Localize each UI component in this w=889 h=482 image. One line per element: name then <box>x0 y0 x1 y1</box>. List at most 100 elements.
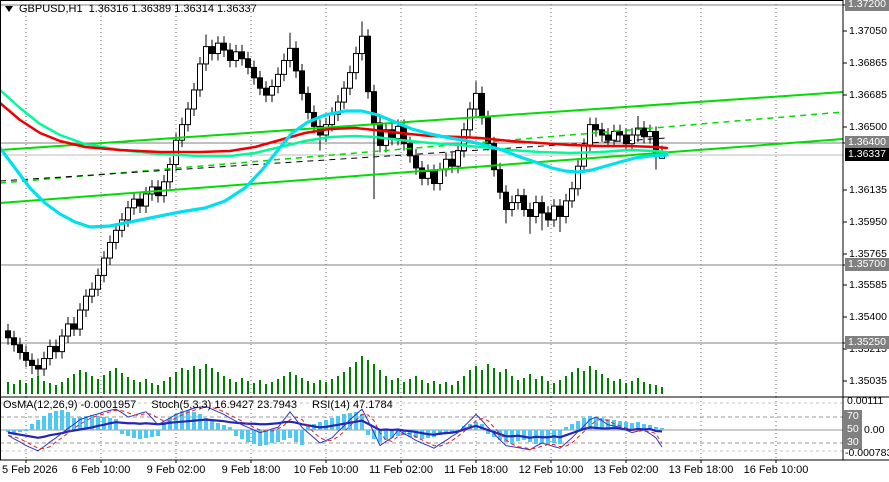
indicator-level-badge: 30 <box>844 436 862 449</box>
price-tick-label: 1.35035 <box>849 375 887 387</box>
time-axis-label[interactable]: 9 Feb 18:00 <box>221 464 281 476</box>
candle-body <box>89 288 95 297</box>
osma-bar <box>180 411 184 430</box>
time-axis-label[interactable]: 10 Feb 10:00 <box>293 464 359 476</box>
candle-body <box>365 35 371 93</box>
time-axis-label[interactable]: 13 Feb 02:00 <box>593 464 659 476</box>
ma-cyan-line <box>0 109 669 229</box>
time-axis-label[interactable]: 9 Feb 02:00 <box>146 464 206 476</box>
osma-bar <box>324 420 328 430</box>
candle-body <box>179 124 185 141</box>
rsi-label: RSI(14) 47.1784 <box>312 399 393 411</box>
time-axis-label[interactable]: 13 Feb 18:00 <box>668 464 734 476</box>
candle-body <box>77 309 83 330</box>
osma-bar <box>306 426 310 430</box>
candle-body <box>641 127 647 138</box>
candle-body <box>449 158 455 167</box>
osma-bar <box>144 430 148 438</box>
osma-bar <box>348 413 352 430</box>
candle-body <box>377 122 383 146</box>
candle-body <box>209 46 215 55</box>
price-tick-label: 1.36500 <box>849 121 887 133</box>
osma-bar <box>120 430 124 434</box>
price-tick-label: 1.36135 <box>849 184 887 196</box>
osma-bar <box>252 430 256 444</box>
osma-bar <box>444 430 448 434</box>
osma-bar <box>246 430 250 442</box>
candle-body <box>239 51 245 60</box>
candle-body <box>203 46 209 65</box>
time-axis-label[interactable]: 5 Feb 2026 <box>2 464 58 476</box>
candle-body <box>371 91 377 124</box>
time-axis-label[interactable]: 6 Feb 10:00 <box>71 464 131 476</box>
candle-body <box>617 131 623 136</box>
osma-bar <box>216 423 220 430</box>
osma-bar <box>594 417 598 430</box>
osma-bar <box>336 416 340 430</box>
candle-body <box>101 257 107 276</box>
price-tick-label: 1.35765 <box>849 248 887 260</box>
candle-body <box>347 72 353 89</box>
osma-bar <box>636 422 640 430</box>
time-axis-label[interactable]: 11 Feb 18:00 <box>443 464 509 476</box>
ma-layer <box>0 88 669 229</box>
osma-bar <box>414 430 418 438</box>
price-tick-label: 1.35950 <box>849 216 887 228</box>
osma-bar <box>186 410 190 430</box>
candle-body <box>413 155 419 169</box>
symbol-period-label: GBPUSD,H1 <box>19 3 83 15</box>
indicator-level-badge: 70 <box>844 410 862 423</box>
candle-body <box>647 131 653 138</box>
osma-bar <box>210 421 214 430</box>
osma-bar <box>240 430 244 439</box>
candle-body <box>623 134 629 145</box>
price-tick-label: 1.36685 <box>849 89 887 101</box>
osma-bar <box>84 416 88 430</box>
osma-bar <box>582 418 586 430</box>
osma-bar <box>342 414 346 430</box>
candle-body <box>539 202 545 214</box>
osma-bar <box>438 430 442 435</box>
price-level-badge: 1.37200 <box>845 0 889 11</box>
candle-body <box>455 150 461 167</box>
osma-bar <box>282 430 286 440</box>
time-axis-label[interactable]: 12 Feb 10:00 <box>518 464 584 476</box>
osma-bar <box>156 430 160 436</box>
time-axis-label[interactable]: 16 Feb 10:00 <box>743 464 809 476</box>
candle-body <box>341 87 347 103</box>
candle-body <box>107 241 113 259</box>
osma-bar <box>528 430 532 442</box>
symbol-dropdown-icon[interactable] <box>5 6 13 12</box>
osma-bar <box>78 417 82 430</box>
candle-body <box>353 53 359 74</box>
candle-body <box>17 344 23 354</box>
osma-bar <box>276 430 280 442</box>
candle-body <box>569 188 575 202</box>
volume-layer <box>7 356 663 394</box>
osma-bar <box>258 430 262 446</box>
indicator-max-label: 0.00111 <box>847 395 884 407</box>
price-tick-label: 1.36865 <box>849 57 887 69</box>
candle-body <box>53 345 59 353</box>
ma-green-line <box>0 88 669 158</box>
osma-bar <box>564 427 568 430</box>
candle-body <box>137 198 143 207</box>
candle-body <box>131 198 137 209</box>
osma-bar <box>432 430 436 437</box>
candle-body <box>509 202 515 211</box>
ma-red-line <box>0 101 669 154</box>
osma-bar <box>330 418 334 430</box>
osma-bar <box>66 412 70 430</box>
osma-bar <box>624 422 628 430</box>
candle-body <box>419 167 425 179</box>
osma-bar <box>576 421 580 430</box>
candle-body <box>335 101 341 115</box>
time-axis-label[interactable]: 11 Feb 02:00 <box>368 464 434 476</box>
indicator-zero-label: 0.00 <box>864 424 885 436</box>
candle-body <box>479 92 485 119</box>
candle-body <box>23 352 29 361</box>
osma-bar <box>372 430 376 439</box>
candle-body <box>605 134 611 141</box>
